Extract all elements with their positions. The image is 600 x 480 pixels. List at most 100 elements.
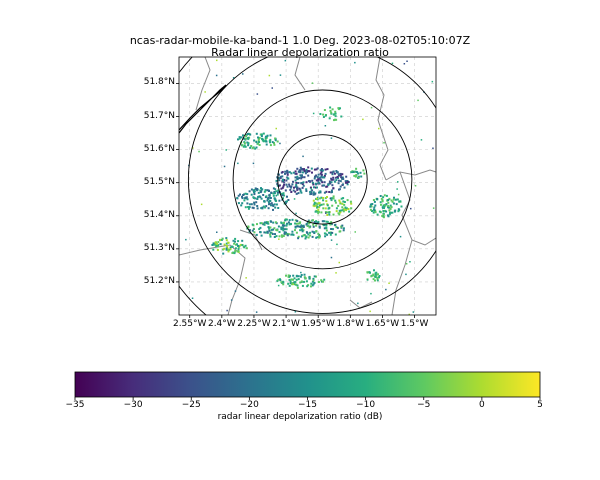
- echo-pixel: [354, 231, 356, 233]
- echo-pixel: [294, 281, 297, 283]
- echo-pixel: [251, 223, 254, 226]
- echo-pixel: [238, 137, 241, 140]
- colorbar-label: radar linear depolarization ratio (dB): [217, 412, 383, 422]
- lon-tick-label: 2.25°W: [237, 319, 271, 329]
- echo-pixel: [397, 208, 400, 211]
- echo-pixel: [344, 207, 347, 210]
- echo-pixel: [291, 283, 294, 286]
- coastline: [179, 84, 227, 134]
- echo-pixel: [215, 244, 218, 247]
- echo-pixel: [311, 235, 314, 238]
- echo-pixel: [247, 132, 250, 135]
- echo-pixel: [374, 275, 377, 278]
- echo-pixel: [282, 225, 285, 228]
- echo-pixel: [331, 232, 333, 234]
- echo-pixel: [286, 173, 289, 176]
- echo-pixel: [317, 281, 320, 283]
- colorbar-tick-label: −30: [123, 400, 143, 410]
- echo-pixel: [330, 228, 333, 230]
- echo-pixel: [350, 207, 353, 210]
- echo-pixel: [247, 138, 250, 141]
- echo-pixel: [250, 188, 253, 191]
- echo-pixel: [282, 197, 284, 200]
- echo-pixel: [299, 229, 302, 232]
- echo-pixel: [336, 171, 339, 174]
- echo-pixel: [382, 204, 385, 207]
- echo-pixel: [286, 185, 289, 188]
- echo-pixel: [245, 135, 248, 137]
- echo-pixel: [265, 195, 268, 198]
- echo-pixel: [346, 207, 348, 210]
- echo-pixel: [321, 181, 324, 184]
- echo-pixel: [325, 220, 328, 223]
- echo-pixel: [230, 245, 233, 248]
- echo-pixel: [318, 235, 321, 238]
- echo-pixel: [323, 191, 326, 194]
- map-gridlines: [179, 57, 436, 315]
- echo-pixel: [237, 162, 239, 165]
- echo-pixel: [346, 199, 349, 202]
- echo-pixel: [329, 182, 332, 185]
- echo-pixel: [284, 59, 287, 62]
- range-ring: [277, 134, 368, 225]
- echo-pixel: [326, 196, 328, 198]
- echo-pixel: [312, 183, 315, 186]
- echo-pixel: [295, 278, 298, 281]
- echo-pixel: [341, 206, 344, 209]
- echo-pixel: [326, 233, 329, 236]
- echo-pixel: [272, 194, 275, 197]
- echo-pixel: [226, 245, 229, 247]
- echo-pixel: [261, 188, 263, 191]
- echo-pixel: [338, 209, 341, 212]
- echo-pixel: [266, 134, 269, 137]
- echo-pixel: [233, 252, 236, 255]
- echo-pixel: [334, 199, 337, 202]
- echo-pixel: [285, 179, 288, 182]
- echo-pixel: [317, 196, 319, 199]
- echo-pixel: [302, 181, 305, 184]
- echo-pixel: [269, 226, 272, 229]
- echo-pixel: [255, 311, 258, 313]
- echo-pixel: [258, 195, 261, 198]
- echo-pixel: [324, 114, 327, 117]
- echo-pixel: [237, 240, 240, 243]
- echo-pixel: [282, 283, 285, 286]
- echo-pixel: [243, 199, 246, 202]
- echo-pixel: [300, 280, 303, 283]
- echo-pixel: [330, 112, 333, 115]
- echo-pixel: [339, 185, 342, 188]
- echo-pixel: [322, 280, 324, 283]
- echo-pixel: [366, 271, 369, 274]
- echo-pixel: [373, 209, 376, 212]
- echo-pixel: [400, 205, 403, 208]
- echo-pixel: [338, 213, 341, 216]
- echo-pixel: [303, 273, 306, 276]
- echo-pixel: [326, 168, 329, 171]
- echo-pixel: [272, 187, 275, 190]
- echo-pixel: [269, 144, 272, 147]
- echo-pixel: [250, 203, 253, 206]
- echo-pixel: [381, 214, 384, 217]
- echo-pixel: [248, 206, 251, 209]
- echo-pixel: [315, 220, 318, 223]
- echo-pixel: [414, 185, 417, 187]
- lat-tick-label: 51.5°N: [143, 176, 175, 187]
- echo-pixel: [245, 277, 247, 279]
- echo-pixel: [286, 222, 288, 225]
- echo-pixel: [216, 243, 219, 246]
- echo-pixel: [328, 117, 331, 120]
- echo-pixel: [274, 198, 277, 201]
- echo-pixel: [380, 197, 383, 200]
- echo-pixel: [409, 261, 411, 263]
- echo-pixel: [311, 179, 314, 182]
- echo-pixel: [394, 198, 397, 201]
- lon-tick-label: 1.5°W: [400, 319, 429, 329]
- echo-pixel: [214, 241, 217, 244]
- echo-pixel: [244, 192, 247, 195]
- echo-pixel: [330, 199, 333, 202]
- echo-pixel: [225, 247, 228, 250]
- echo-pixel: [259, 231, 262, 234]
- echo-pixel: [242, 137, 245, 140]
- echo-pixel: [273, 227, 276, 230]
- echo-pixel: [344, 206, 347, 209]
